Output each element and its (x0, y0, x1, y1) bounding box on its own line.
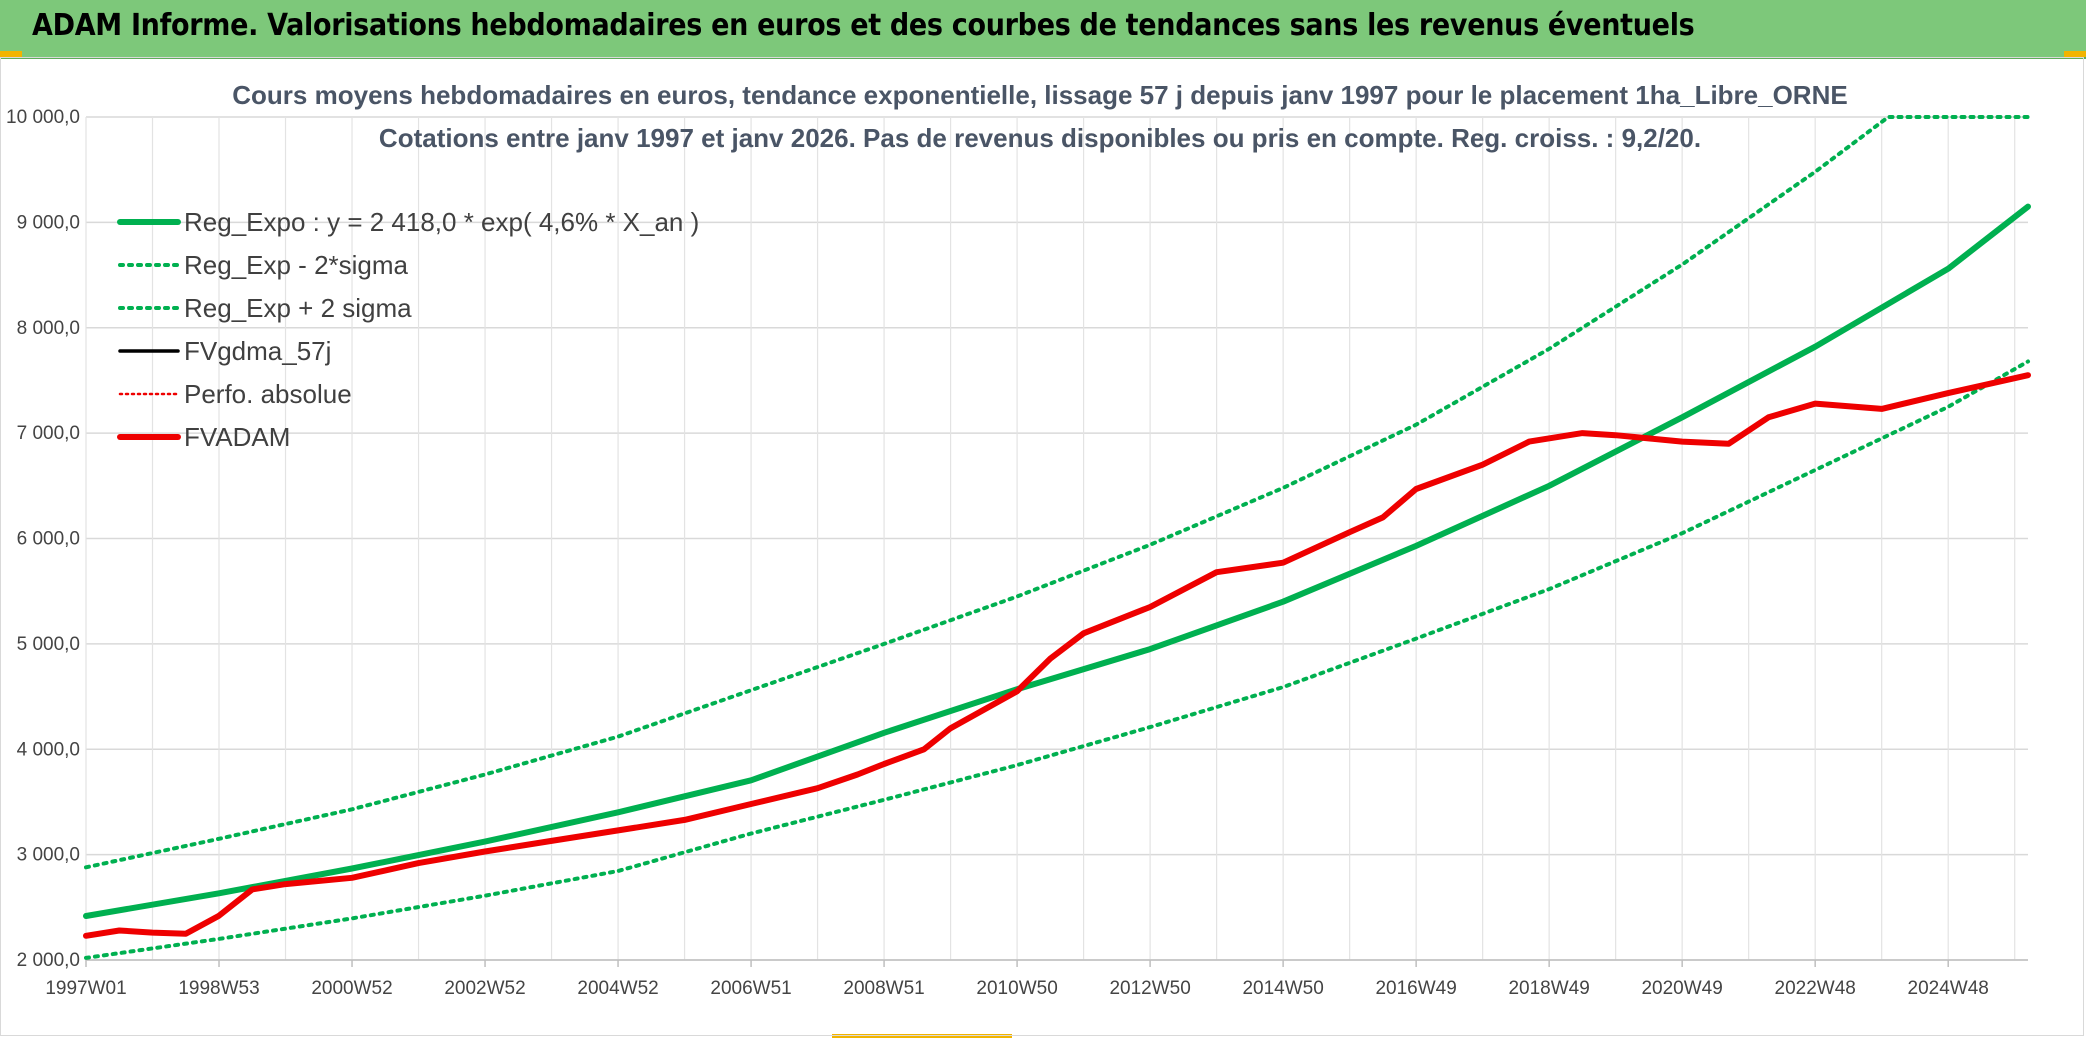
grid (85, 116, 2028, 961)
page-title: ADAM Informe. Valorisations hebdomadaire… (32, 8, 1695, 43)
x-tick-label: 2024W48 (1908, 978, 1989, 999)
x-tick-label: 2008W51 (843, 978, 924, 999)
y-tick-label: 9 000,0 (17, 212, 80, 233)
y-tick-label: 6 000,0 (17, 529, 80, 550)
x-tick-label: 2010W50 (976, 978, 1057, 999)
x-tick-label: 2000W52 (311, 978, 392, 999)
x-tick-label: 2014W50 (1242, 978, 1323, 999)
x-axis: 1997W01 1998W53 2000W52 2002W52 2004W52 2006W… (45, 960, 1989, 999)
y-tick-label: 3 000,0 (17, 845, 80, 866)
legend: Reg_Expo : y = 2 418,0 * exp( 4,6% * X_a… (117, 207, 699, 452)
x-tick-label: 2002W52 (444, 978, 525, 999)
chart-area: 2 000,0 3 000,0 4 000,0 5 000,0 6 000,0 7 000… (6, 80, 2031, 999)
legend-label: FVADAM (184, 422, 290, 452)
y-tick-label: 4 000,0 (17, 739, 80, 760)
x-tick-label: 1998W53 (178, 978, 259, 999)
bottom-accent (832, 1034, 1012, 1038)
y-tick-label: 2 000,0 (17, 950, 80, 971)
series-line-reg_expo (83, 203, 2031, 919)
series-line-fvadam (83, 372, 2031, 939)
x-tick-label: 2016W49 (1375, 978, 1456, 999)
chart-title: Cours moyens hebdomadaires en euros, ten… (232, 80, 1847, 110)
y-tick-label: 7 000,0 (17, 423, 80, 444)
x-tick-label: 2018W49 (1508, 978, 1589, 999)
x-tick-label: 2020W49 (1641, 978, 1722, 999)
series-group (83, 115, 2031, 960)
chart-subtitle: Cotations entre janv 1997 et janv 2026. … (379, 123, 1701, 153)
y-axis: 2 000,0 3 000,0 4 000,0 5 000,0 6 000,0 7 000… (6, 107, 80, 971)
header-bar: ADAM Informe. Valorisations hebdomadaire… (0, 0, 2086, 59)
x-tick-label: 2006W51 (710, 978, 791, 999)
x-tick-label: 1997W01 (45, 978, 126, 999)
legend-label: Perfo. absolue (184, 379, 352, 409)
legend-label: Reg_Exp + 2 sigma (184, 293, 412, 323)
corner-accent (0, 51, 22, 57)
x-tick-label: 2022W48 (1775, 978, 1856, 999)
legend-label: FVgdma_57j (184, 336, 331, 366)
corner-accent (2064, 51, 2086, 57)
x-tick-label: 2004W52 (577, 978, 658, 999)
x-tick-label: 2012W50 (1109, 978, 1190, 999)
legend-label: Reg_Exp - 2*sigma (184, 250, 409, 280)
series-line-reg_exp (84, 115, 2030, 870)
y-tick-label: 8 000,0 (17, 318, 80, 339)
y-tick-label: 10 000,0 (6, 107, 80, 128)
legend-label: Reg_Expo : y = 2 418,0 * exp( 4,6% * X_a… (184, 207, 699, 237)
y-tick-label: 5 000,0 (17, 634, 80, 655)
series-line-reg_exp (84, 359, 2030, 960)
